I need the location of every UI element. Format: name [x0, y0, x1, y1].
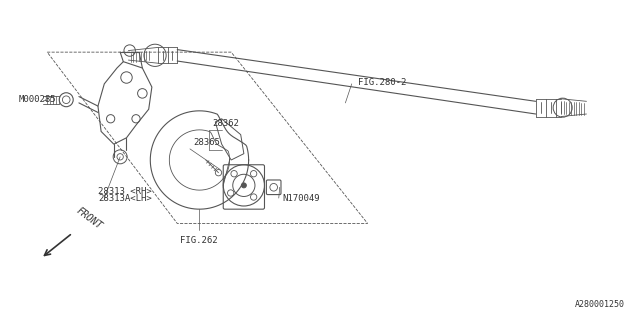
Text: FRONT: FRONT	[74, 206, 104, 231]
Text: A280001250: A280001250	[575, 300, 625, 309]
Text: FIG.262: FIG.262	[180, 236, 218, 245]
Text: 28313 <RH>: 28313 <RH>	[98, 188, 152, 196]
Text: FIG.280-2: FIG.280-2	[358, 78, 406, 87]
Text: 28313A<LH>: 28313A<LH>	[98, 194, 152, 203]
Circle shape	[241, 183, 246, 188]
Text: 28362: 28362	[212, 119, 239, 128]
Text: 28365: 28365	[193, 138, 220, 147]
Text: M000285: M000285	[19, 95, 56, 104]
Text: N170049: N170049	[282, 194, 319, 203]
